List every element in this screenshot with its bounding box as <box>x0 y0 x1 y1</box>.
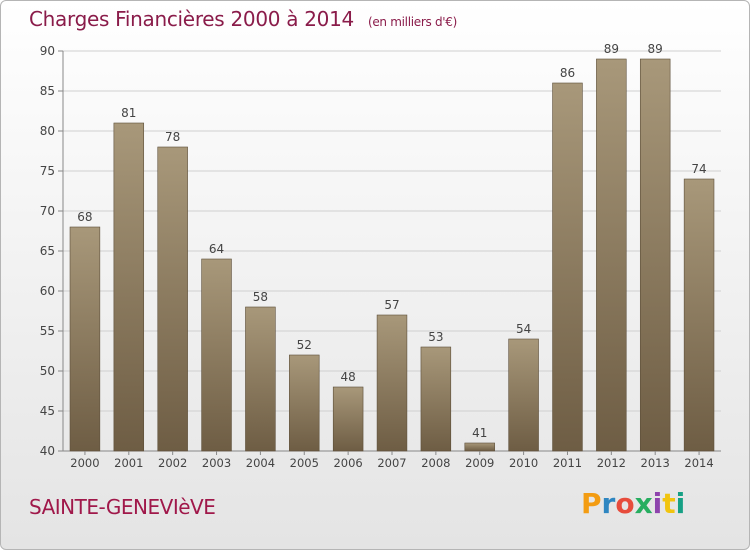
bar-2011 <box>552 82 583 452</box>
bar-2000 <box>69 226 101 452</box>
data-label: 64 <box>209 242 224 256</box>
data-label: 68 <box>77 210 92 224</box>
logo-letter: x <box>634 487 653 520</box>
logo-letter: o <box>615 487 635 520</box>
data-label: 86 <box>560 66 575 80</box>
chart-subtitle: (en milliers d'€) <box>367 15 457 29</box>
y-tick-label: 85 <box>40 84 55 98</box>
x-tick-label: 2000 <box>70 456 99 470</box>
logo-letter: i <box>652 487 663 520</box>
bar-2001 <box>113 122 145 452</box>
bar-2003 <box>201 258 232 452</box>
y-tick-label: 40 <box>40 444 55 458</box>
x-tick-label: 2003 <box>202 456 231 470</box>
data-label: 41 <box>472 426 487 440</box>
y-tick-label: 45 <box>40 404 55 418</box>
logo-letter: r <box>601 487 616 520</box>
data-label: 48 <box>340 370 355 384</box>
y-tick-label: 70 <box>40 204 55 218</box>
x-tick-label: 2010 <box>509 456 538 470</box>
bar-2010 <box>508 338 539 452</box>
bar-2013 <box>639 58 671 452</box>
bar-2014 <box>683 178 715 452</box>
logo-letter: i <box>675 487 686 520</box>
y-tick-label: 65 <box>40 244 55 258</box>
y-tick-label: 80 <box>40 124 55 138</box>
y-tick-label: 90 <box>40 44 55 58</box>
data-label: 52 <box>297 338 312 352</box>
bar-2004 <box>245 306 276 452</box>
bar-2012 <box>596 58 627 452</box>
y-tick-label: 60 <box>40 284 55 298</box>
data-label: 53 <box>428 330 443 344</box>
bar-2007 <box>376 314 408 452</box>
x-tick-label: 2005 <box>290 456 319 470</box>
x-tick-label: 2011 <box>553 456 582 470</box>
x-tick-label: 2007 <box>377 456 406 470</box>
x-tick-label: 2004 <box>246 456 275 470</box>
data-label: 89 <box>604 42 619 56</box>
data-label: 58 <box>253 290 268 304</box>
data-label: 74 <box>691 162 706 176</box>
chart-title: Charges Financières 2000 à 2014 (en milli… <box>29 7 457 31</box>
logo-letter: t <box>662 487 676 520</box>
proxiti-logo: Proxiti <box>581 487 685 520</box>
data-label: 89 <box>648 42 663 56</box>
data-label: 81 <box>121 106 136 120</box>
bar-2008 <box>420 346 452 452</box>
chart-title-text: Charges Financières 2000 à 2014 <box>29 7 354 31</box>
bar-2005 <box>289 354 320 452</box>
bar-2006 <box>332 386 364 452</box>
data-label: 57 <box>384 298 399 312</box>
y-tick-label: 50 <box>40 364 55 378</box>
x-tick-label: 2009 <box>465 456 494 470</box>
x-tick-label: 2013 <box>641 456 670 470</box>
x-tick-label: 2001 <box>114 456 143 470</box>
bar-2002 <box>157 146 188 452</box>
y-tick-label: 55 <box>40 324 55 338</box>
x-tick-label: 2008 <box>421 456 450 470</box>
x-tick-label: 2002 <box>158 456 187 470</box>
data-label: 78 <box>165 130 180 144</box>
x-tick-label: 2012 <box>597 456 626 470</box>
data-label: 54 <box>516 322 531 336</box>
bar-2009 <box>464 442 495 452</box>
x-tick-label: 2014 <box>684 456 713 470</box>
commune-name: SAINTE-GENEVIèVE <box>29 495 216 519</box>
x-tick-label: 2006 <box>333 456 362 470</box>
logo-letter: P <box>581 487 602 520</box>
y-tick-label: 75 <box>40 164 55 178</box>
